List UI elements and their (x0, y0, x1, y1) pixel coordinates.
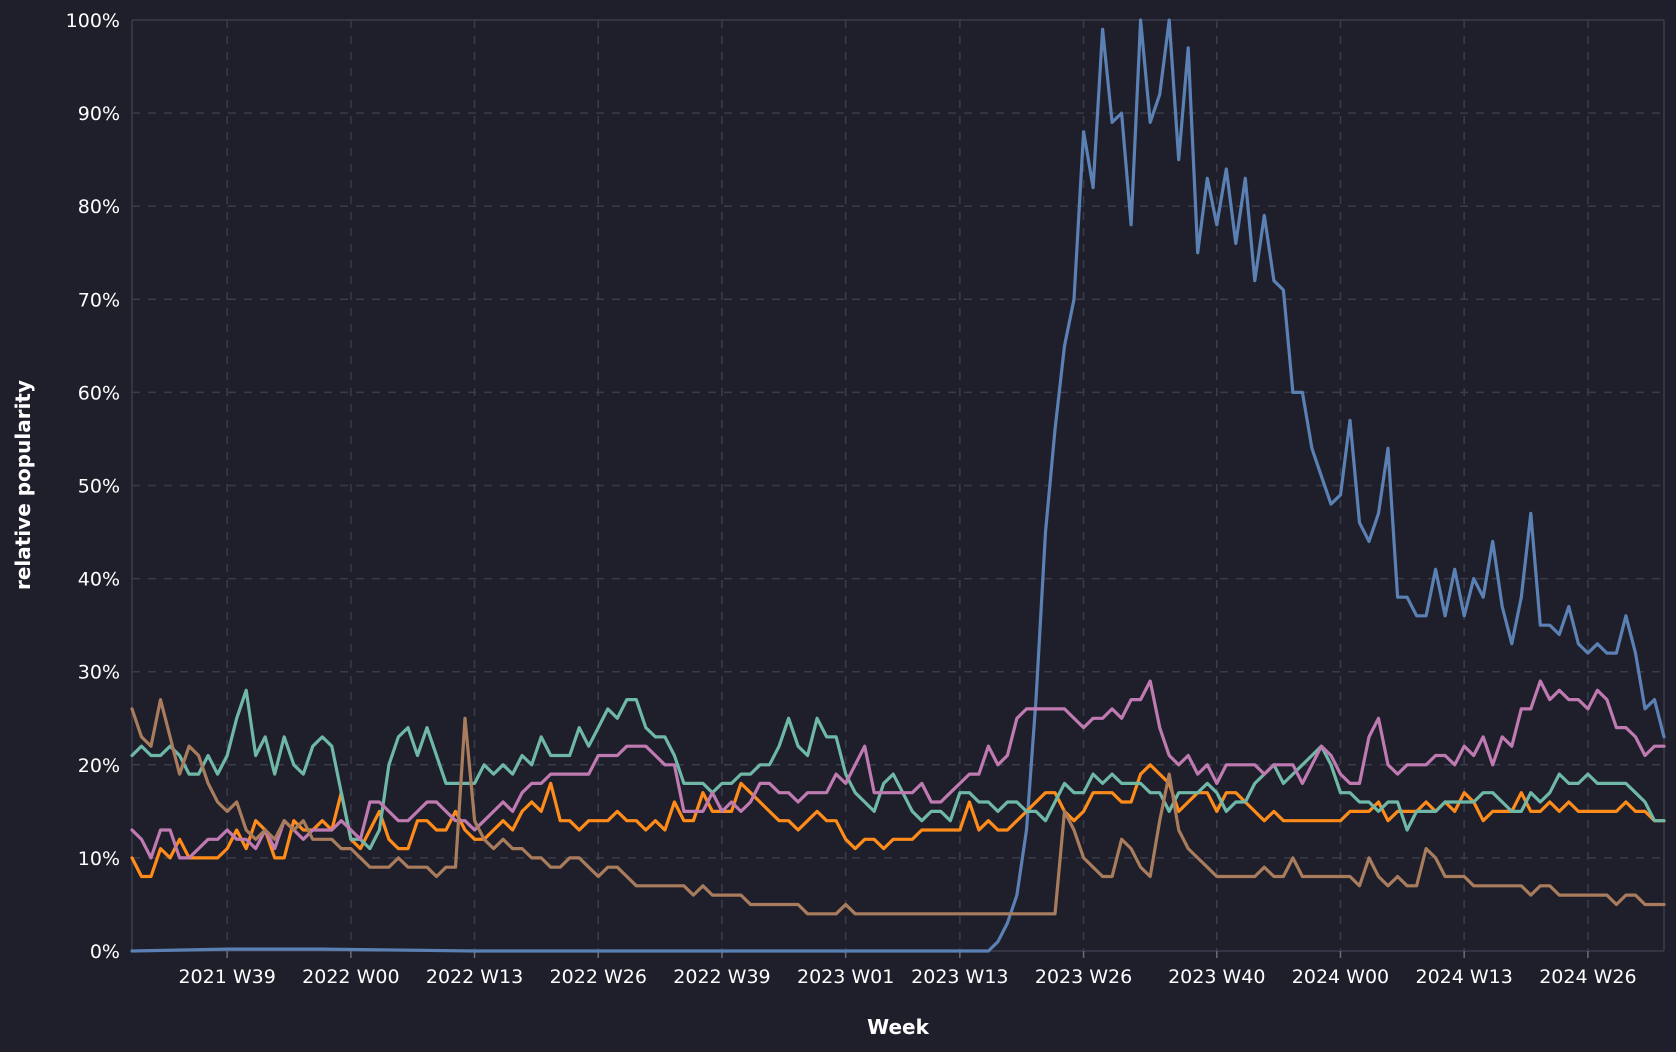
y-tick-label: 0% (90, 941, 120, 963)
x-tick-label: 2023 W40 (1168, 966, 1265, 988)
x-tick-label: 2023 W01 (797, 966, 894, 988)
y-axis-ticks: 0% 10% 20% 30% 40% 50% 60% 70% 80% 90% 100% (66, 10, 120, 963)
x-tick-label: 2023 W26 (1035, 966, 1132, 988)
y-tick-label: 50% (78, 476, 120, 498)
x-tick-label: 2024 W26 (1539, 966, 1636, 988)
y-tick-label: 60% (78, 382, 120, 404)
y-axis-label: relative popularity (11, 380, 35, 590)
series-line-1 (130, 18, 1666, 953)
x-axis-label: Week (867, 1015, 929, 1039)
y-tick-label: 90% (78, 103, 120, 125)
x-tick-label: 2022 W00 (302, 966, 399, 988)
x-tick-label: 2024 W13 (1415, 966, 1512, 988)
y-tick-label: 40% (78, 569, 120, 591)
x-tick-label: 2022 W26 (550, 966, 647, 988)
x-tick-label: 2022 W13 (426, 966, 523, 988)
y-tick-label: 30% (78, 662, 120, 684)
series-line-2 (130, 763, 1666, 879)
series-line-5 (130, 698, 1666, 916)
series (130, 18, 1666, 953)
x-tick-label: 2023 W13 (911, 966, 1008, 988)
y-tick-label: 20% (78, 755, 120, 777)
y-tick-label: 80% (78, 196, 120, 218)
series-line-4 (130, 679, 1666, 860)
y-tick-label: 100% (66, 10, 120, 32)
x-axis-ticks: 2021 W39 2022 W00 2022 W13 2022 W26 2022 W39… (178, 951, 1637, 988)
y-tick-label: 70% (78, 289, 120, 311)
series-line-3 (130, 688, 1666, 851)
y-tick-label: 10% (78, 848, 120, 870)
x-tick-label: 2022 W39 (673, 966, 770, 988)
x-tick-label: 2024 W00 (1292, 966, 1389, 988)
x-tick-label: 2021 W39 (178, 966, 275, 988)
